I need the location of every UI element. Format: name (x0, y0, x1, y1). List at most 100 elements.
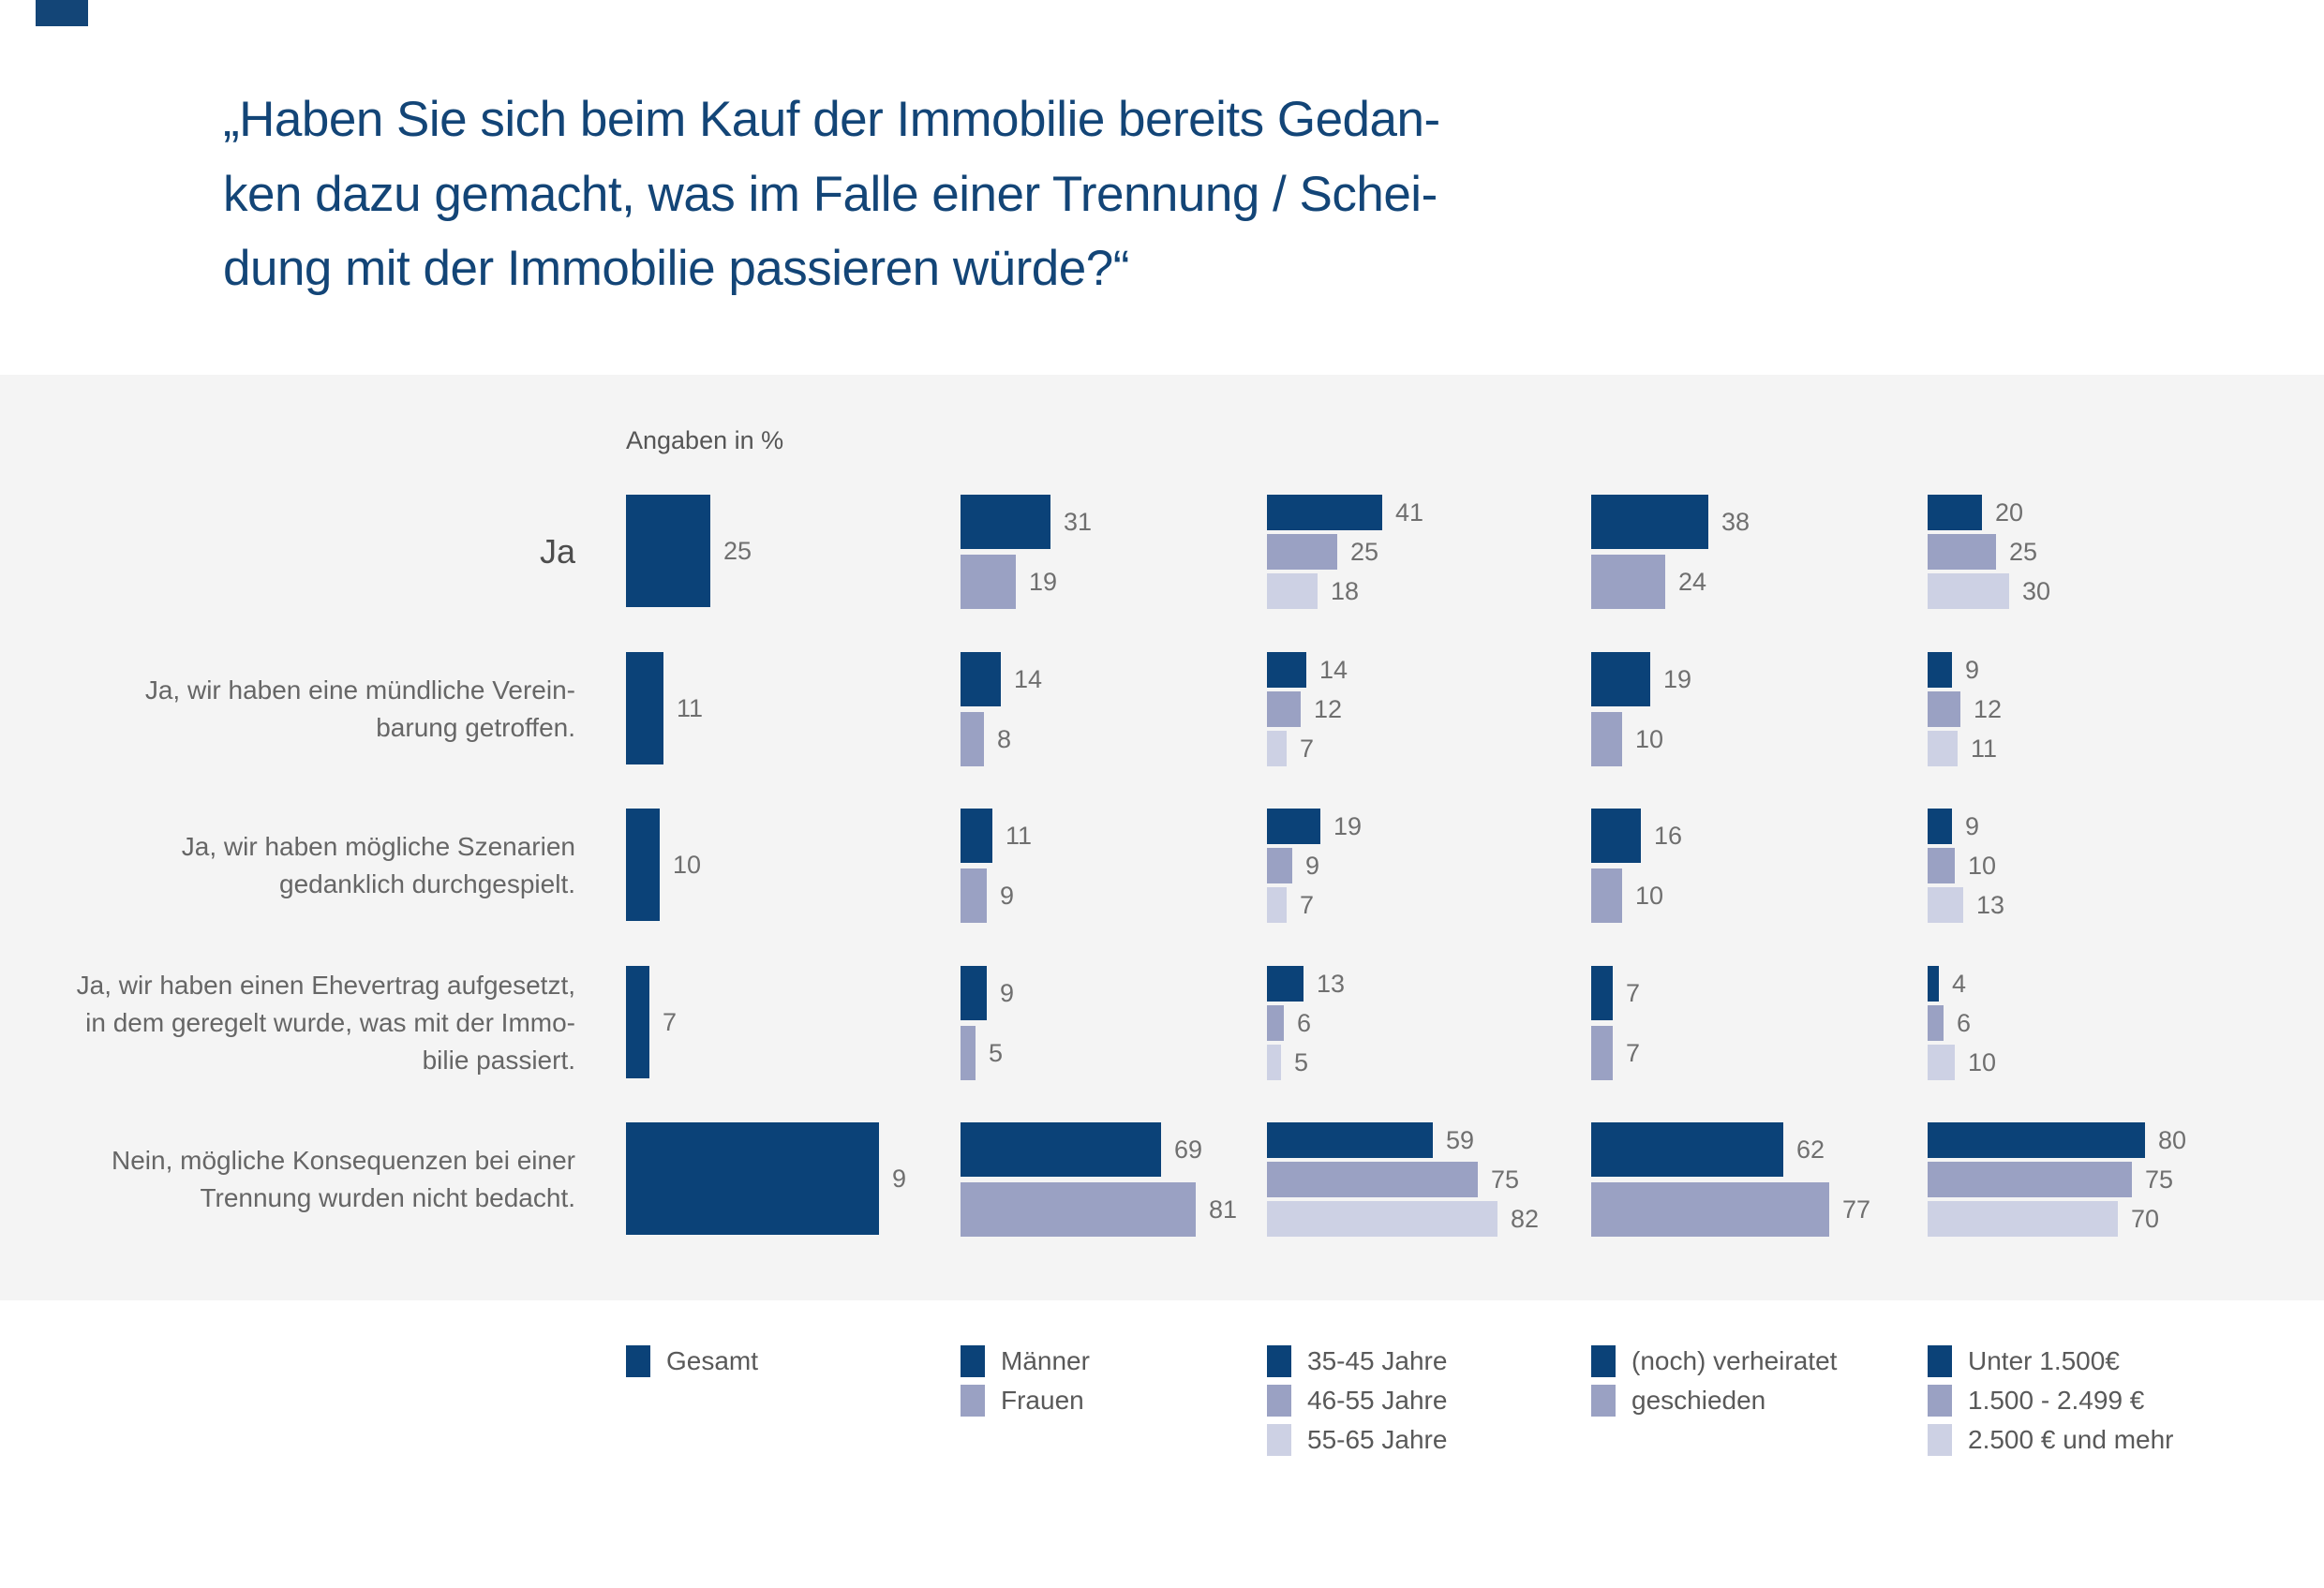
bar-value-label: 81 (1209, 1195, 1238, 1224)
logo-mark (36, 0, 88, 26)
bar (1591, 868, 1622, 923)
bar (1267, 1122, 1433, 1158)
legend-label: geschieden (1631, 1386, 1766, 1415)
bar-value-label: 10 (1968, 851, 1997, 880)
bar-value-label: 62 (1796, 1135, 1825, 1164)
bar-value-label: 7 (1300, 890, 1315, 919)
bar (1591, 495, 1708, 549)
legend-item: Unter 1.500€ (1928, 1345, 2120, 1377)
bar (1591, 966, 1613, 1020)
bar (626, 652, 663, 764)
bar-value-label: 16 (1654, 821, 1683, 850)
bar-value-label: 4 (1952, 969, 1967, 998)
legend-swatch (1928, 1385, 1952, 1417)
bar-value-label: 19 (1333, 811, 1363, 840)
bar-value-label: 9 (892, 1164, 907, 1193)
bar (961, 1122, 1161, 1177)
bar (626, 966, 649, 1078)
legend-swatch (1591, 1345, 1616, 1377)
bar (1928, 887, 1963, 923)
bar-value-label: 10 (673, 850, 702, 879)
chart-title: „Haben Sie sich beim Kauf der Immobilie … (223, 92, 1440, 296)
bar (1928, 848, 1955, 883)
bar-value-label: 14 (1319, 655, 1348, 684)
bar (1928, 809, 1952, 844)
legend-label: 35-45 Jahre (1307, 1346, 1448, 1375)
bar-value-label: 10 (1635, 724, 1664, 753)
row-label: Ja, wir haben einen Ehevertrag aufgesetz… (76, 971, 575, 1075)
bar (1267, 731, 1287, 766)
bar-value-label: 12 (1974, 694, 2003, 723)
bar-value-label: 5 (989, 1038, 1004, 1067)
bar-value-label: 7 (1626, 978, 1641, 1007)
bar-value-label: 82 (1511, 1204, 1540, 1233)
legend-label: 2.500 € und mehr (1968, 1425, 2174, 1454)
bar (1928, 966, 1939, 1002)
bar (1267, 573, 1318, 609)
bar-value-label: 9 (1000, 978, 1015, 1007)
bar (1591, 1182, 1829, 1237)
legend-label: 46-55 Jahre (1307, 1386, 1448, 1415)
bar-value-label: 7 (663, 1007, 678, 1036)
bar-value-label: 25 (1350, 537, 1379, 566)
bar (1928, 731, 1958, 766)
bar (1591, 1026, 1613, 1080)
bar (1591, 652, 1650, 706)
bar-value-label: 25 (2009, 537, 2038, 566)
bar (1928, 495, 1982, 530)
bar (1267, 495, 1382, 530)
bar-value-label: 77 (1842, 1195, 1871, 1224)
bar-value-label: 75 (1491, 1165, 1520, 1194)
bar-value-label: 9 (1305, 851, 1320, 880)
legend-swatch (1928, 1424, 1952, 1456)
legend-label: Frauen (1001, 1386, 1084, 1415)
bar (961, 712, 984, 766)
bar-value-label: 10 (1968, 1047, 1997, 1076)
bar-value-label: 70 (2131, 1204, 2160, 1233)
bar (1928, 691, 1960, 727)
bar (1267, 1005, 1284, 1041)
row-label: Ja (539, 532, 575, 571)
legend-item: 1.500 - 2.499 € (1928, 1385, 2144, 1417)
bar-value-label: 41 (1395, 497, 1424, 527)
bar-value-label: 69 (1174, 1135, 1203, 1164)
bar (1928, 1005, 1944, 1041)
bar-value-label: 5 (1294, 1047, 1309, 1076)
bar (1928, 573, 2009, 609)
bar (1267, 1162, 1478, 1197)
bar-value-label: 19 (1029, 567, 1058, 596)
bar-value-label: 80 (2158, 1125, 2187, 1154)
bar-value-label: 7 (1626, 1038, 1641, 1067)
legend-item: Frauen (961, 1385, 1084, 1417)
units-note: Angaben in % (626, 426, 784, 454)
bar-value-label: 12 (1314, 694, 1343, 723)
legend-swatch (961, 1385, 985, 1417)
row-label: Ja, wir haben mögliche Szenarien gedankl… (181, 832, 575, 898)
legend-swatch (1267, 1424, 1291, 1456)
bar (1591, 809, 1641, 863)
row-label: Nein, mögliche Konsequenzen bei einer Tr… (112, 1146, 575, 1212)
legend-label: 55-65 Jahre (1307, 1425, 1448, 1454)
bar-value-label: 13 (1317, 969, 1346, 998)
legend-swatch (1591, 1385, 1616, 1417)
legend-swatch (626, 1345, 650, 1377)
bar (1267, 887, 1287, 923)
bar (961, 868, 987, 923)
bar (961, 1026, 976, 1080)
bar (1928, 1045, 1955, 1080)
bar-value-label: 6 (1297, 1008, 1312, 1037)
bar (961, 652, 1001, 706)
legend-swatch (1267, 1345, 1291, 1377)
bar (1267, 1045, 1281, 1080)
bar (1267, 691, 1301, 727)
bar (1928, 1201, 2118, 1237)
bar-value-label: 24 (1678, 567, 1707, 596)
legend-item: Männer (961, 1345, 1090, 1377)
legend-item: 46-55 Jahre (1267, 1385, 1447, 1417)
bar (961, 966, 987, 1020)
legend-item: geschieden (1591, 1385, 1765, 1417)
bar-value-label: 9 (1000, 881, 1015, 910)
bar-value-label: 19 (1663, 664, 1692, 693)
bar (961, 809, 992, 863)
